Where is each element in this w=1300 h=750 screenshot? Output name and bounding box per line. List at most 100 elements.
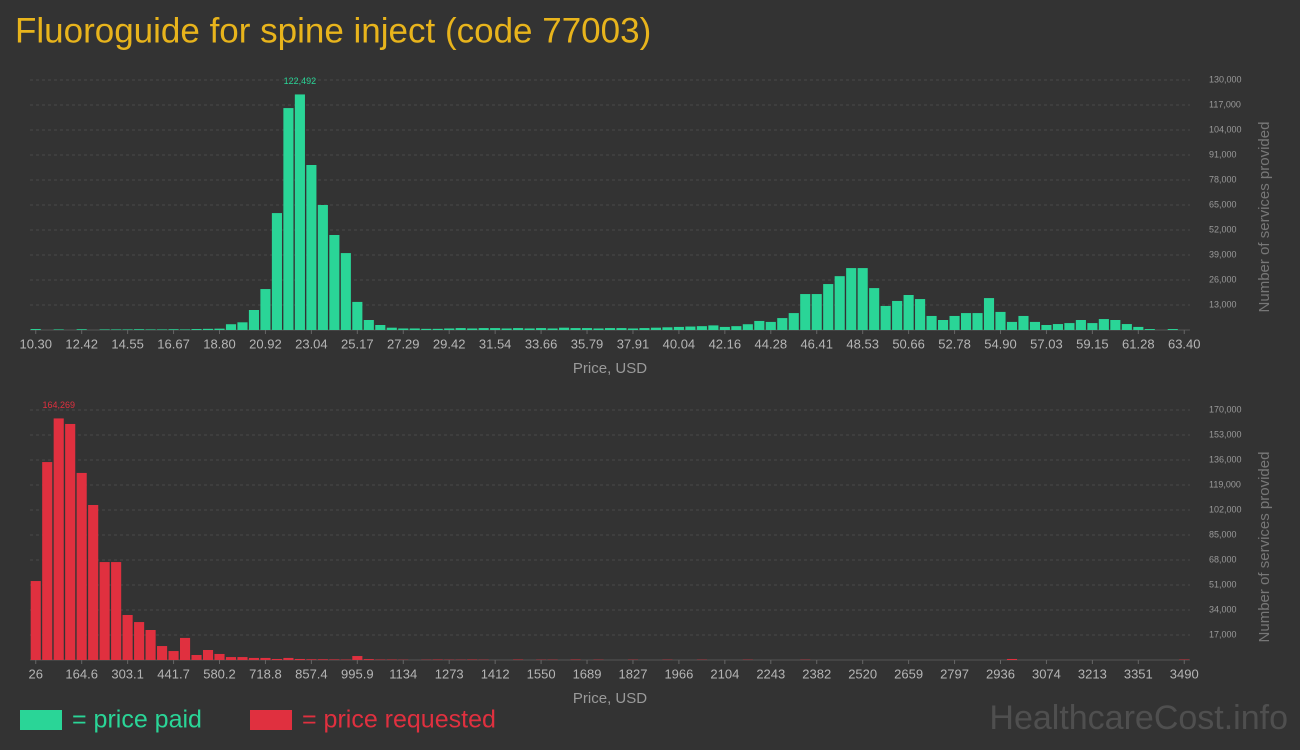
bar — [145, 329, 156, 330]
x-tick-label: 2936 — [986, 666, 1015, 681]
x-tick-label: 50.66 — [892, 336, 925, 351]
y-tick-label: 65,000 — [1209, 199, 1237, 209]
x-tick-label: 25.17 — [341, 336, 374, 351]
bar — [513, 328, 524, 330]
y-axis-title: Number of services provided — [1256, 452, 1273, 643]
bar — [754, 320, 765, 330]
y-tick-label: 68,000 — [1209, 554, 1237, 564]
x-tick-label: 718.8 — [249, 666, 282, 681]
x-tick-label: 1966 — [664, 666, 693, 681]
y-tick-label: 102,000 — [1209, 504, 1242, 514]
x-tick-label: 2797 — [940, 666, 969, 681]
bar — [926, 315, 937, 330]
bar — [317, 205, 328, 330]
bar — [168, 651, 179, 660]
x-tick-label: 1134 — [389, 666, 417, 681]
y-tick-label: 91,000 — [1209, 149, 1237, 159]
x-tick-label: 63.40 — [1168, 336, 1201, 351]
bar — [134, 622, 145, 660]
bar — [42, 462, 53, 660]
bar — [340, 253, 351, 330]
bar — [949, 315, 960, 330]
bar — [673, 326, 684, 330]
bar — [650, 327, 661, 330]
bar — [685, 326, 696, 330]
bar — [421, 328, 432, 330]
bar — [880, 305, 891, 330]
bar — [627, 328, 639, 330]
y-tick-label: 136,000 — [1209, 454, 1242, 464]
data-label: 164,269 — [42, 400, 75, 410]
bar — [570, 328, 581, 330]
x-tick-label: 1412 — [481, 666, 510, 681]
bar — [467, 328, 478, 330]
x-tick-label: 35.79 — [571, 336, 604, 351]
x-tick-label: 18.80 — [203, 336, 236, 351]
bar — [983, 298, 995, 330]
bar — [76, 472, 87, 660]
bar — [317, 659, 328, 660]
bar — [1087, 323, 1098, 330]
x-tick-label: 12.42 — [65, 336, 98, 351]
bar — [547, 328, 558, 330]
bar — [1167, 329, 1178, 330]
bar — [559, 327, 570, 330]
bar — [478, 328, 489, 330]
x-axis-title: Price, USD — [573, 360, 647, 377]
bar — [765, 321, 776, 330]
bar — [168, 329, 179, 330]
bar — [501, 328, 512, 330]
x-tick-label: 23.04 — [295, 336, 328, 351]
x-tick-label: 3074 — [1032, 666, 1061, 681]
bar — [708, 325, 719, 330]
x-tick-label: 27.29 — [387, 336, 420, 351]
bar — [225, 324, 237, 330]
bar — [524, 328, 535, 330]
bar — [306, 659, 317, 660]
bar — [111, 329, 122, 330]
x-tick-label: 40.04 — [663, 336, 696, 351]
bar — [1029, 321, 1041, 330]
y-tick-label: 153,000 — [1209, 429, 1242, 439]
bar — [1133, 326, 1144, 330]
y-tick-label: 17,000 — [1209, 629, 1237, 639]
x-tick-label: 857.4 — [295, 666, 328, 681]
bar — [271, 658, 282, 660]
x-tick-label: 46.41 — [800, 336, 833, 351]
bar — [214, 653, 225, 660]
bar — [892, 300, 903, 330]
bar — [1144, 329, 1155, 330]
bar — [972, 313, 983, 330]
bar — [995, 311, 1006, 330]
bar — [134, 329, 145, 330]
x-tick-label: 2243 — [756, 666, 785, 681]
x-tick-label: 1550 — [527, 666, 556, 681]
bar — [1121, 324, 1132, 330]
x-tick-label: 37.91 — [617, 336, 650, 351]
y-axis-title: Number of services provided — [1256, 122, 1273, 313]
x-tick-label: 2520 — [848, 666, 877, 681]
bar — [248, 657, 260, 660]
bar — [731, 326, 742, 330]
x-tick-label: 31.54 — [479, 336, 512, 351]
bar — [742, 324, 753, 330]
bar — [696, 326, 707, 330]
bar — [432, 328, 443, 330]
bar — [536, 328, 547, 330]
bar — [306, 165, 317, 330]
x-tick-label: 2104 — [710, 666, 739, 681]
bar — [122, 329, 133, 330]
x-tick-label: 44.28 — [755, 336, 788, 351]
bar — [869, 288, 880, 330]
x-tick-label: 54.90 — [984, 336, 1017, 351]
bar — [1041, 325, 1052, 330]
watermark: HealthcareCost.info — [989, 699, 1288, 737]
bar — [248, 310, 260, 330]
bar — [960, 313, 972, 330]
bar — [823, 284, 834, 330]
bar — [179, 329, 191, 330]
bar — [99, 329, 110, 330]
bar — [76, 329, 87, 330]
